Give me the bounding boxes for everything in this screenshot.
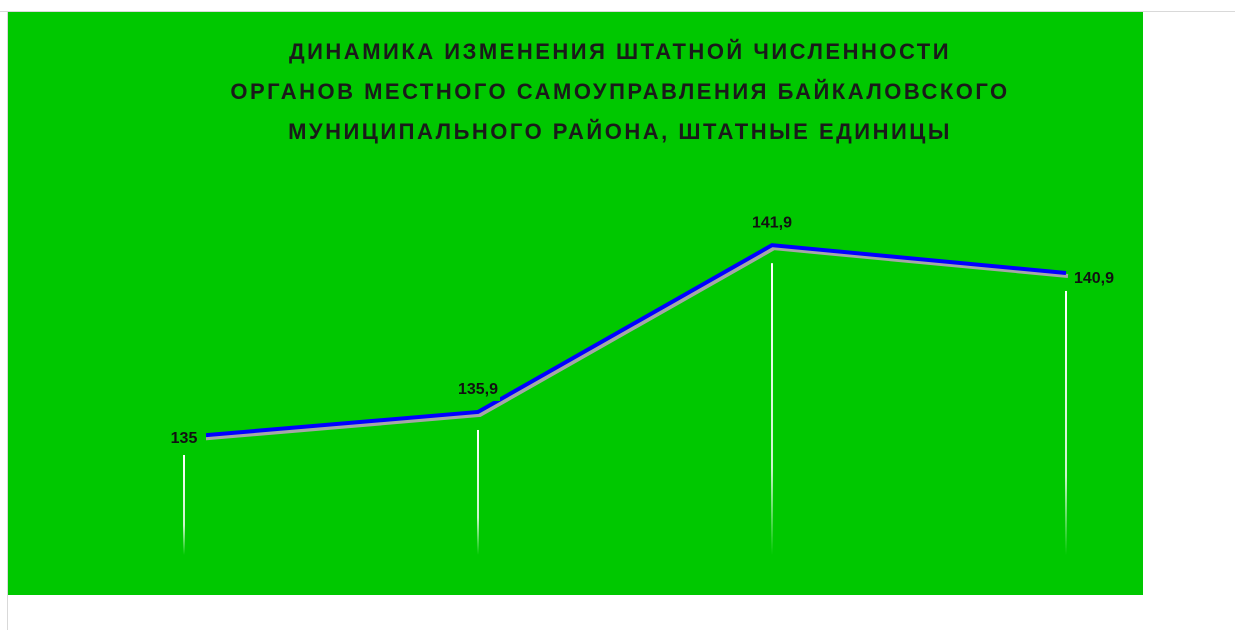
- label-bg: [750, 212, 794, 235]
- data-label: 140,9: [1074, 270, 1114, 287]
- chart-title: МУНИЦИПАЛЬНОГО РАЙОНА, ШТАТНЫЕ ЕДИНИЦЫ: [288, 119, 952, 144]
- line-shadow: [185, 246, 1069, 442]
- drop-line: [771, 263, 773, 555]
- data-label: 135,9: [458, 381, 498, 398]
- chart-title: ОРГАНОВ МЕСТНОГО САМОУПРАВЛЕНИЯ БАЙКАЛОВ…: [230, 79, 1009, 104]
- chart-area: [8, 12, 1143, 595]
- data-label: 135: [171, 430, 198, 447]
- label-bg: [1072, 267, 1116, 290]
- drop-line: [1065, 290, 1067, 555]
- drop-line: [183, 455, 185, 555]
- data-label: 141,9: [752, 214, 792, 231]
- chart-title: ДИНАМИКА ИЗМЕНЕНИЯ ШТАТНОЙ ЧИСЛЕННОСТИ: [289, 39, 951, 64]
- line: [183, 243, 1067, 439]
- label-bg: [162, 428, 206, 450]
- drop-line: [477, 429, 479, 555]
- label-bg: [456, 378, 500, 401]
